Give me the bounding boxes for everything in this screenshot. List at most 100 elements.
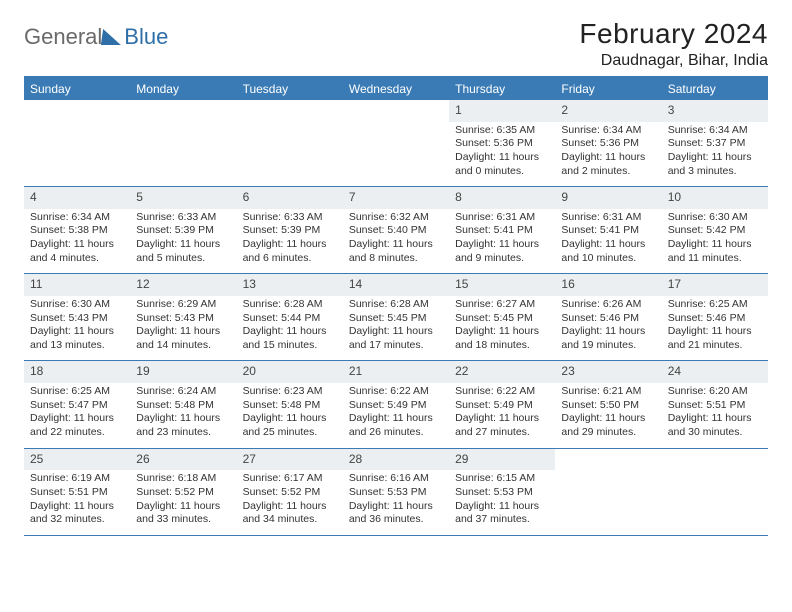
day-content-cell: Sunrise: 6:23 AMSunset: 5:48 PMDaylight:…: [237, 383, 343, 448]
daylight-line1: Daylight: 11 hours: [561, 325, 655, 339]
daylight-line1: Daylight: 11 hours: [455, 412, 549, 426]
day-content-cell: Sunrise: 6:34 AMSunset: 5:38 PMDaylight:…: [24, 209, 130, 274]
day-content-cell: Sunrise: 6:31 AMSunset: 5:41 PMDaylight:…: [449, 209, 555, 274]
day-number-cell: [237, 100, 343, 122]
sunset-line: Sunset: 5:40 PM: [349, 224, 443, 238]
sunset-line: Sunset: 5:41 PM: [561, 224, 655, 238]
daylight-line2: and 30 minutes.: [668, 426, 762, 440]
logo-text-blue: Blue: [124, 24, 168, 50]
day-content-cell: Sunrise: 6:20 AMSunset: 5:51 PMDaylight:…: [662, 383, 768, 448]
daylight-line1: Daylight: 11 hours: [136, 500, 230, 514]
sunrise-line: Sunrise: 6:17 AM: [243, 472, 337, 486]
daylight-line2: and 5 minutes.: [136, 252, 230, 266]
sunset-line: Sunset: 5:48 PM: [243, 399, 337, 413]
day-number-cell: 23: [555, 361, 661, 383]
sunrise-line: Sunrise: 6:22 AM: [455, 385, 549, 399]
sunset-line: Sunset: 5:43 PM: [30, 312, 124, 326]
day-content-cell: Sunrise: 6:16 AMSunset: 5:53 PMDaylight:…: [343, 470, 449, 535]
day-number-cell: 3: [662, 100, 768, 122]
daylight-line2: and 4 minutes.: [30, 252, 124, 266]
daynum-row: 11121314151617: [24, 274, 768, 296]
daylight-line1: Daylight: 11 hours: [30, 412, 124, 426]
calendar-table: SundayMondayTuesdayWednesdayThursdayFrid…: [24, 76, 768, 536]
day-content-cell: Sunrise: 6:30 AMSunset: 5:42 PMDaylight:…: [662, 209, 768, 274]
sunset-line: Sunset: 5:53 PM: [349, 486, 443, 500]
day-number-cell: [662, 448, 768, 470]
daylight-line2: and 11 minutes.: [668, 252, 762, 266]
sunrise-line: Sunrise: 6:33 AM: [243, 211, 337, 225]
sunset-line: Sunset: 5:36 PM: [455, 137, 549, 151]
sunset-line: Sunset: 5:51 PM: [30, 486, 124, 500]
sunset-line: Sunset: 5:52 PM: [136, 486, 230, 500]
sunrise-line: Sunrise: 6:31 AM: [561, 211, 655, 225]
daylight-line2: and 10 minutes.: [561, 252, 655, 266]
day-number-cell: 7: [343, 187, 449, 209]
sunset-line: Sunset: 5:47 PM: [30, 399, 124, 413]
day-number-cell: 5: [130, 187, 236, 209]
sunset-line: Sunset: 5:44 PM: [243, 312, 337, 326]
sunset-line: Sunset: 5:46 PM: [668, 312, 762, 326]
sunset-line: Sunset: 5:48 PM: [136, 399, 230, 413]
daylight-line2: and 8 minutes.: [349, 252, 443, 266]
sunrise-line: Sunrise: 6:25 AM: [668, 298, 762, 312]
calendar-body: 123Sunrise: 6:35 AMSunset: 5:36 PMDaylig…: [24, 100, 768, 535]
day-content-cell: Sunrise: 6:29 AMSunset: 5:43 PMDaylight:…: [130, 296, 236, 361]
weekday-header: Friday: [555, 77, 661, 100]
sunset-line: Sunset: 5:50 PM: [561, 399, 655, 413]
day-content-cell: Sunrise: 6:21 AMSunset: 5:50 PMDaylight:…: [555, 383, 661, 448]
day-content-cell: Sunrise: 6:18 AMSunset: 5:52 PMDaylight:…: [130, 470, 236, 535]
sunrise-line: Sunrise: 6:23 AM: [243, 385, 337, 399]
day-number-cell: 9: [555, 187, 661, 209]
sunrise-line: Sunrise: 6:28 AM: [349, 298, 443, 312]
sunset-line: Sunset: 5:46 PM: [561, 312, 655, 326]
weekday-header: Sunday: [24, 77, 130, 100]
weekday-header: Wednesday: [343, 77, 449, 100]
day-number-cell: 20: [237, 361, 343, 383]
sunset-line: Sunset: 5:49 PM: [455, 399, 549, 413]
daylight-line1: Daylight: 11 hours: [668, 151, 762, 165]
daylight-line2: and 19 minutes.: [561, 339, 655, 353]
daylight-line2: and 23 minutes.: [136, 426, 230, 440]
day-content-cell: Sunrise: 6:25 AMSunset: 5:47 PMDaylight:…: [24, 383, 130, 448]
sunrise-line: Sunrise: 6:35 AM: [455, 124, 549, 138]
day-content-cell: Sunrise: 6:33 AMSunset: 5:39 PMDaylight:…: [237, 209, 343, 274]
sunrise-line: Sunrise: 6:30 AM: [30, 298, 124, 312]
weekday-header: Saturday: [662, 77, 768, 100]
daylight-line2: and 29 minutes.: [561, 426, 655, 440]
day-number-cell: 1: [449, 100, 555, 122]
day-number-cell: 13: [237, 274, 343, 296]
daylight-line1: Daylight: 11 hours: [243, 325, 337, 339]
day-content-cell: Sunrise: 6:22 AMSunset: 5:49 PMDaylight:…: [343, 383, 449, 448]
sunrise-line: Sunrise: 6:21 AM: [561, 385, 655, 399]
day-content-cell: Sunrise: 6:28 AMSunset: 5:44 PMDaylight:…: [237, 296, 343, 361]
daylight-line2: and 0 minutes.: [455, 165, 549, 179]
day-number-cell: 15: [449, 274, 555, 296]
day-number-cell: 24: [662, 361, 768, 383]
sunrise-line: Sunrise: 6:16 AM: [349, 472, 443, 486]
daynum-row: 45678910: [24, 187, 768, 209]
daylight-line2: and 15 minutes.: [243, 339, 337, 353]
sunset-line: Sunset: 5:43 PM: [136, 312, 230, 326]
sunrise-line: Sunrise: 6:32 AM: [349, 211, 443, 225]
sunrise-line: Sunrise: 6:34 AM: [561, 124, 655, 138]
sunset-line: Sunset: 5:39 PM: [243, 224, 337, 238]
daylight-line1: Daylight: 11 hours: [30, 238, 124, 252]
day-content-cell: Sunrise: 6:35 AMSunset: 5:36 PMDaylight:…: [449, 122, 555, 187]
day-number-cell: 16: [555, 274, 661, 296]
sunrise-line: Sunrise: 6:20 AM: [668, 385, 762, 399]
daylight-line2: and 3 minutes.: [668, 165, 762, 179]
daylight-line2: and 25 minutes.: [243, 426, 337, 440]
sunrise-line: Sunrise: 6:34 AM: [668, 124, 762, 138]
weekday-header: Monday: [130, 77, 236, 100]
month-title: February 2024: [579, 18, 768, 50]
day-content-cell: Sunrise: 6:32 AMSunset: 5:40 PMDaylight:…: [343, 209, 449, 274]
logo-text-general: General: [24, 24, 102, 50]
day-number-cell: 27: [237, 448, 343, 470]
daylight-line2: and 36 minutes.: [349, 513, 443, 527]
sunset-line: Sunset: 5:38 PM: [30, 224, 124, 238]
sunset-line: Sunset: 5:53 PM: [455, 486, 549, 500]
sunrise-line: Sunrise: 6:22 AM: [349, 385, 443, 399]
daylight-line1: Daylight: 11 hours: [349, 412, 443, 426]
sunrise-line: Sunrise: 6:27 AM: [455, 298, 549, 312]
sunrise-line: Sunrise: 6:28 AM: [243, 298, 337, 312]
